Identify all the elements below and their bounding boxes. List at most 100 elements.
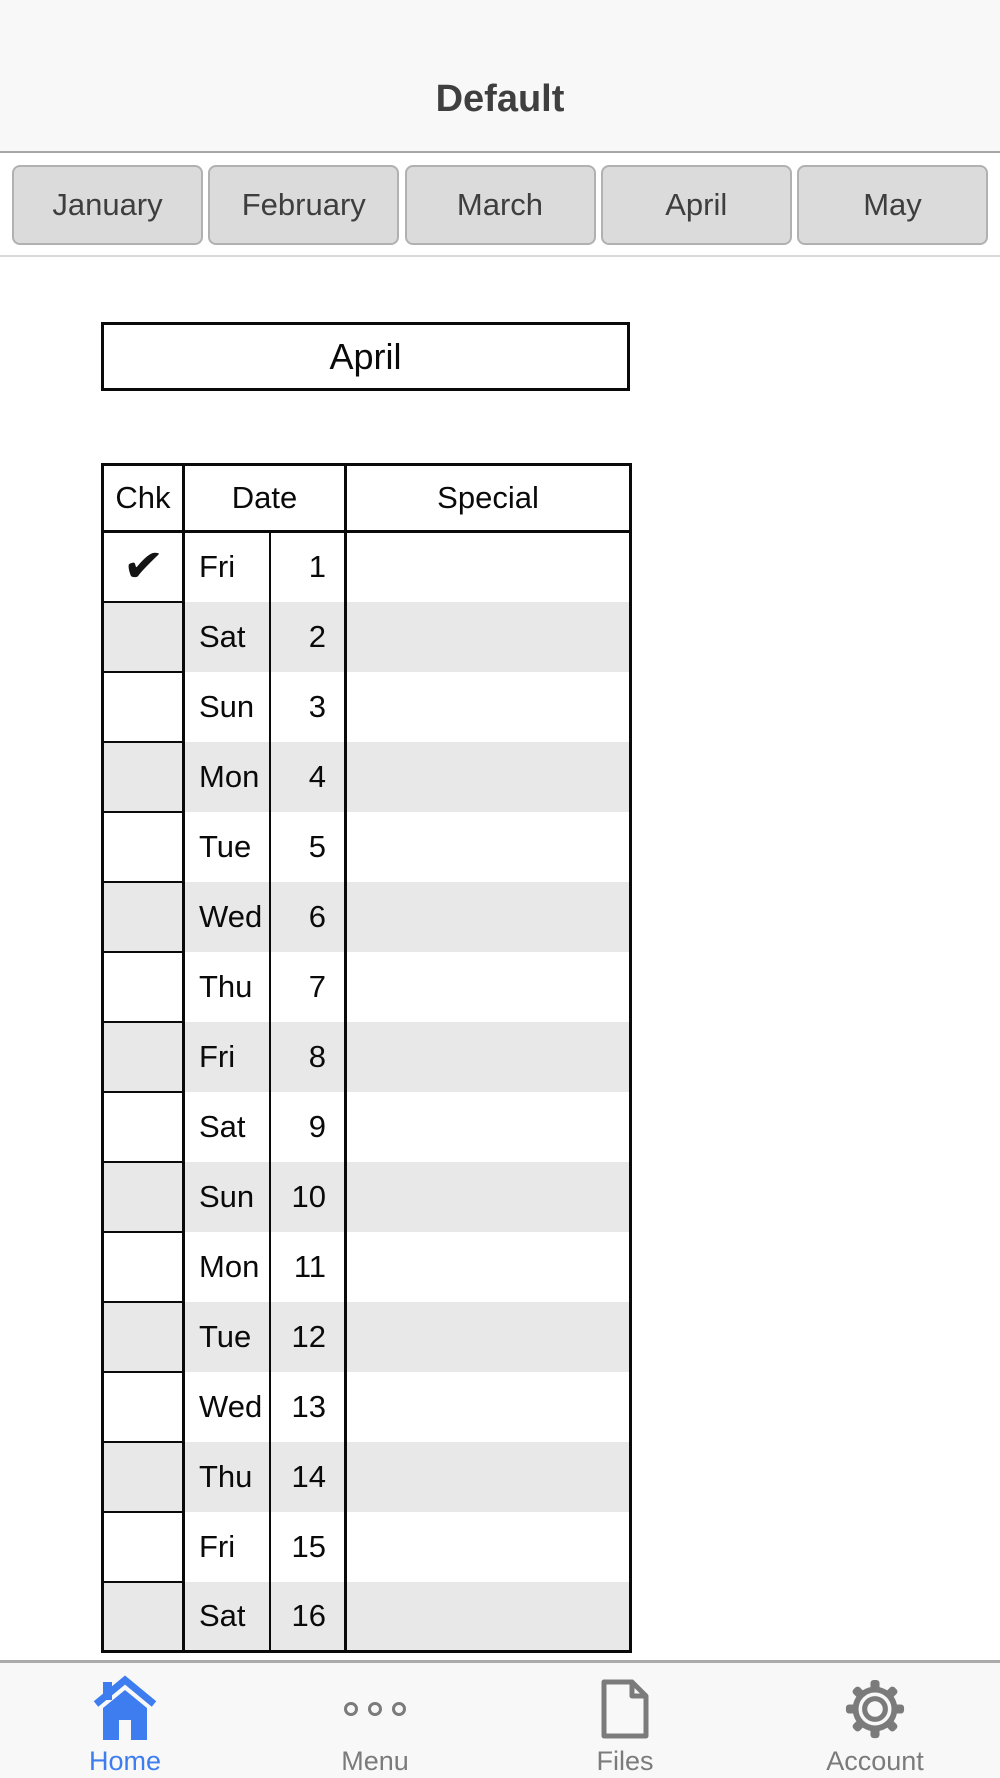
check-cell[interactable] <box>102 671 185 743</box>
check-cell[interactable] <box>102 741 185 813</box>
month-title-label: April <box>329 335 402 377</box>
special-cell[interactable] <box>345 1581 631 1652</box>
day-cell: Mon <box>183 741 271 812</box>
special-cell[interactable] <box>345 1021 631 1092</box>
tab-bar: Home Menu Files Account <box>0 1660 1000 1778</box>
day-cell: Sun <box>183 671 271 742</box>
month-button-january[interactable]: January <box>12 165 203 245</box>
account-icon <box>844 1673 906 1745</box>
check-cell[interactable] <box>102 811 185 883</box>
check-mark-icon: ✔ <box>120 538 166 595</box>
table-row: Sat 2 <box>102 601 631 673</box>
tab-label: Home <box>88 1746 162 1776</box>
special-cell[interactable] <box>345 1091 631 1162</box>
special-cell[interactable] <box>345 951 631 1022</box>
day-cell: Fri <box>183 1021 271 1092</box>
special-cell[interactable] <box>345 601 631 672</box>
table-row: Wed 6 <box>102 881 631 953</box>
day-cell: Fri <box>183 1511 271 1582</box>
check-cell[interactable] <box>102 1511 185 1583</box>
month-button-april[interactable]: April <box>600 165 792 245</box>
special-cell[interactable] <box>345 531 631 602</box>
check-cell[interactable] <box>102 1441 185 1513</box>
page-title: Default <box>435 78 565 120</box>
special-cell[interactable] <box>345 671 631 742</box>
month-title-box: April <box>101 322 630 391</box>
check-cell[interactable]: ✔ <box>102 531 185 603</box>
day-cell: Sat <box>183 1581 271 1652</box>
check-cell[interactable] <box>102 1301 185 1373</box>
menu-icon <box>342 1673 408 1745</box>
check-cell[interactable] <box>102 1231 185 1303</box>
date-cell: 2 <box>269 601 347 672</box>
check-cell[interactable] <box>102 951 185 1023</box>
day-cell: Sat <box>183 601 271 672</box>
check-cell[interactable] <box>102 1581 185 1653</box>
table-row: Mon 11 <box>102 1231 631 1303</box>
tab-label: Files <box>596 1746 654 1776</box>
special-cell[interactable] <box>345 811 631 882</box>
special-cell[interactable] <box>345 881 631 952</box>
month-button-may[interactable]: May <box>797 165 988 245</box>
day-cell: Tue <box>183 811 271 882</box>
tab-menu[interactable]: Menu <box>250 1663 500 1778</box>
files-icon <box>599 1673 651 1745</box>
day-cell: Fri <box>183 531 271 602</box>
special-cell[interactable] <box>345 1441 631 1512</box>
check-cell[interactable] <box>102 1091 185 1163</box>
tab-files[interactable]: Files <box>500 1663 750 1778</box>
special-cell[interactable] <box>345 1511 631 1582</box>
day-cell: Tue <box>183 1301 271 1372</box>
tab-account[interactable]: Account <box>750 1663 1000 1778</box>
special-cell[interactable] <box>345 1161 631 1232</box>
check-cell[interactable] <box>102 1371 185 1443</box>
date-cell: 5 <box>269 811 347 882</box>
day-cell: Thu <box>183 951 271 1022</box>
table-row: Mon 4 <box>102 741 631 813</box>
table-row: Wed 13 <box>102 1371 631 1443</box>
date-cell: 15 <box>269 1511 347 1582</box>
date-cell: 1 <box>269 531 347 602</box>
tab-label: Menu <box>341 1746 409 1776</box>
date-cell: 13 <box>269 1371 347 1442</box>
check-cell[interactable] <box>102 881 185 953</box>
table-row: Thu 14 <box>102 1441 631 1513</box>
tab-home[interactable]: Home <box>0 1663 250 1778</box>
table-header-row: Chk Date Special <box>102 464 631 533</box>
date-cell: 4 <box>269 741 347 812</box>
check-cell[interactable] <box>102 1161 185 1233</box>
column-header-date: Date <box>183 464 347 533</box>
month-button-february[interactable]: February <box>208 165 400 245</box>
date-cell: 16 <box>269 1581 347 1652</box>
special-cell[interactable] <box>345 1301 631 1372</box>
date-cell: 11 <box>269 1231 347 1302</box>
date-cell: 9 <box>269 1091 347 1162</box>
home-icon <box>92 1673 158 1745</box>
day-cell: Sat <box>183 1091 271 1162</box>
date-cell: 7 <box>269 951 347 1022</box>
special-cell[interactable] <box>345 741 631 812</box>
day-cell: Wed <box>183 1371 271 1442</box>
date-cell: 3 <box>269 671 347 742</box>
table-row: Thu 7 <box>102 951 631 1023</box>
table-row: Sat 9 <box>102 1091 631 1163</box>
day-cell: Thu <box>183 1441 271 1512</box>
column-header-special: Special <box>345 464 631 533</box>
date-cell: 8 <box>269 1021 347 1092</box>
day-cell: Wed <box>183 881 271 952</box>
check-cell[interactable] <box>102 1021 185 1093</box>
special-cell[interactable] <box>345 1371 631 1442</box>
special-cell[interactable] <box>345 1231 631 1302</box>
month-bar: January February March April May <box>0 155 1000 257</box>
date-cell: 12 <box>269 1301 347 1372</box>
column-header-chk: Chk <box>102 464 185 533</box>
date-cell: 10 <box>269 1161 347 1232</box>
table-row: Fri 15 <box>102 1511 631 1583</box>
month-button-march[interactable]: March <box>404 165 596 245</box>
tab-label: Account <box>826 1746 924 1776</box>
table-row: Tue 5 <box>102 811 631 883</box>
calendar-table: Chk Date Special ✔ Fri 1 Sat 2 Sun 3 Mon 4 Tue 5 We… <box>101 463 632 1653</box>
table-row: Tue 12 <box>102 1301 631 1373</box>
day-cell: Sun <box>183 1161 271 1232</box>
check-cell[interactable] <box>102 601 185 673</box>
